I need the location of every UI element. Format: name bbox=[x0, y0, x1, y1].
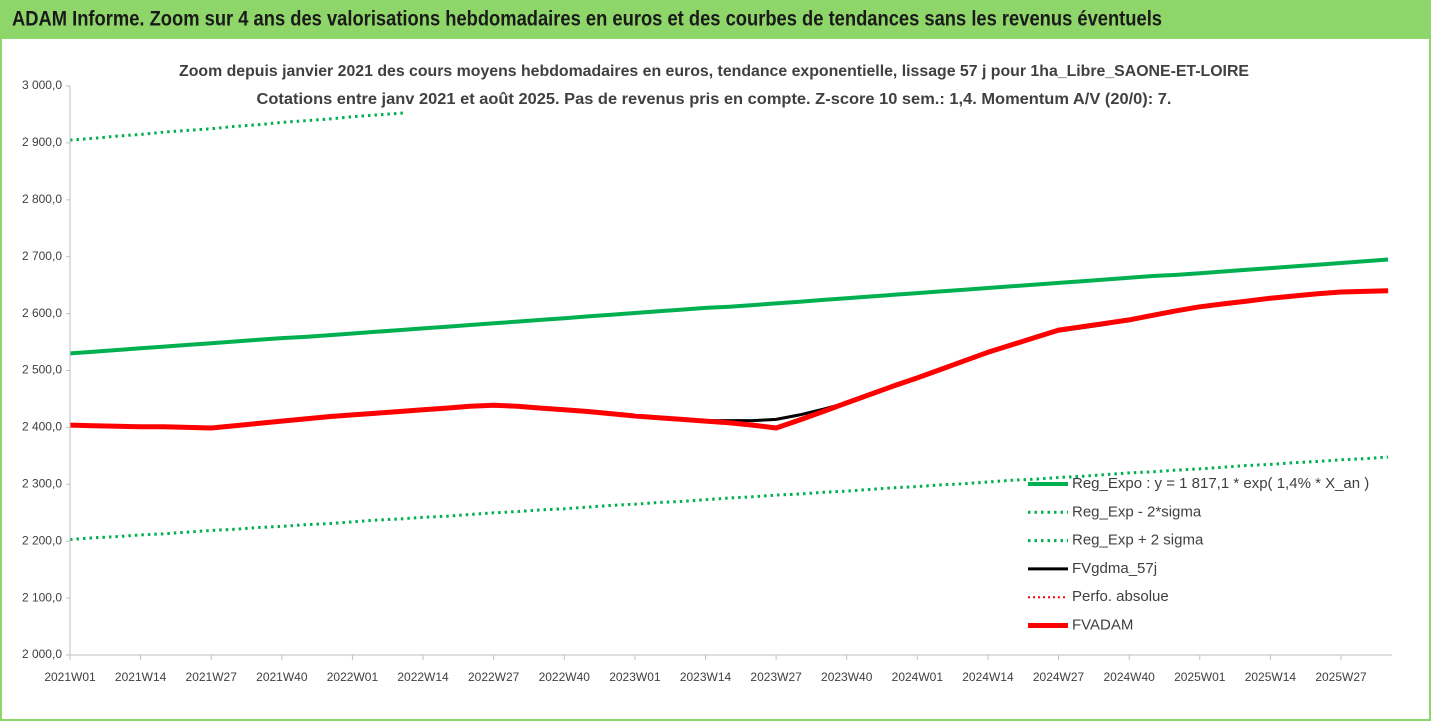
header-bar bbox=[0, 0, 1431, 38]
series-line bbox=[70, 288, 1389, 431]
x-tick-label: 2022W27 bbox=[468, 670, 520, 684]
frame bbox=[0, 37, 1431, 721]
page-title: ADAM Informe. Zoom sur 4 ans des valoris… bbox=[12, 8, 1162, 31]
y-tick-label: 2 900,0 bbox=[22, 135, 62, 149]
x-tick-label: 2025W27 bbox=[1315, 670, 1367, 684]
x-tick-label: 2023W27 bbox=[750, 670, 802, 684]
y-tick-label: 2 500,0 bbox=[22, 363, 62, 377]
chart-subtitle: Cotations entre janv 2021 et août 2025. … bbox=[257, 91, 1172, 108]
legend-label: FVgdma_57j bbox=[1072, 560, 1157, 577]
y-tick-label: 2 700,0 bbox=[22, 249, 62, 263]
series-line bbox=[70, 257, 1389, 356]
series-line bbox=[70, 455, 1389, 541]
x-tick-label: 2021W01 bbox=[44, 670, 96, 684]
legend-label: FVADAM bbox=[1072, 616, 1133, 633]
title-box bbox=[405, 52, 1253, 114]
y-tick-label: 2 200,0 bbox=[22, 533, 62, 547]
x-tick-label: 2023W14 bbox=[680, 670, 732, 684]
legend-label: Perfo. absolue bbox=[1072, 588, 1169, 605]
x-tick-label: 2023W01 bbox=[609, 670, 661, 684]
x-tick-label: 2021W40 bbox=[256, 670, 308, 684]
x-tick-label: 2021W14 bbox=[115, 670, 167, 684]
y-tick-label: 2 600,0 bbox=[22, 306, 62, 320]
x-tick-label: 2024W01 bbox=[892, 670, 944, 684]
x-tick-label: 2023W40 bbox=[821, 670, 873, 684]
y-tick-label: 3 000,0 bbox=[22, 78, 62, 92]
legend-label: Reg_Expo : y = 1 817,1 * exp( 1,4% * X_a… bbox=[1072, 475, 1369, 492]
x-tick-label: 2022W01 bbox=[327, 670, 379, 684]
legend: Reg_Expo : y = 1 817,1 * exp( 1,4% * X_a… bbox=[1028, 475, 1369, 633]
y-tick-label: 2 300,0 bbox=[22, 476, 62, 490]
x-tick-label: 2025W14 bbox=[1245, 670, 1297, 684]
x-tick-label: 2022W40 bbox=[539, 670, 591, 684]
axes: 2 000,0 2 100,0 2 200,0 2 300,0 2 400,0 2 500… bbox=[22, 78, 1392, 684]
y-tick-label: 2 000,0 bbox=[22, 647, 62, 661]
x-tick-label: 2022W14 bbox=[397, 670, 449, 684]
x-tick-label: 2024W40 bbox=[1103, 670, 1155, 684]
x-tick-label: 2021W27 bbox=[186, 670, 238, 684]
y-tick-label: 2 800,0 bbox=[22, 192, 62, 206]
y-tick-label: 2 100,0 bbox=[22, 590, 62, 604]
x-tick-label: 2025W01 bbox=[1174, 670, 1226, 684]
legend-label: Reg_Exp - 2*sigma bbox=[1072, 503, 1202, 520]
plot-area bbox=[70, 84, 1389, 541]
x-tick-label: 2024W14 bbox=[962, 670, 1014, 684]
y-tick-label: 2 400,0 bbox=[22, 420, 62, 434]
chart-title: Zoom depuis janvier 2021 des cours moyen… bbox=[179, 63, 1249, 80]
legend-label: Reg_Exp + 2 sigma bbox=[1072, 532, 1204, 549]
x-tick-label: 2024W27 bbox=[1033, 670, 1085, 684]
